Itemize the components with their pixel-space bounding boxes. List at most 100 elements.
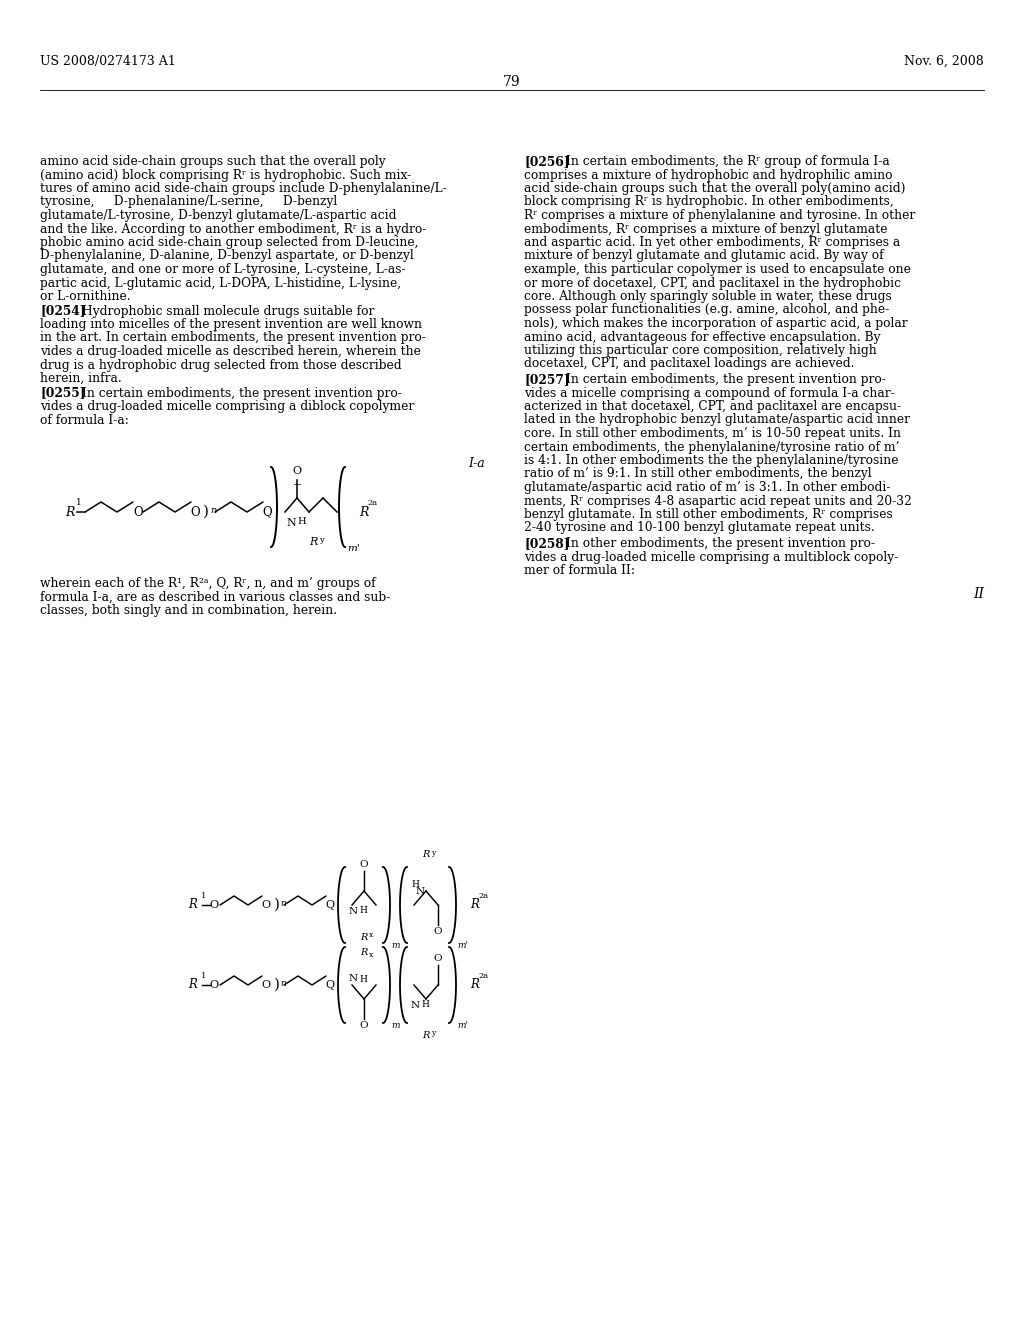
- Text: Q: Q: [326, 979, 335, 990]
- Text: N: N: [348, 907, 357, 916]
- Text: N: N: [348, 974, 357, 983]
- Text: Rʳ comprises a mixture of phenylalanine and tyrosine. In other: Rʳ comprises a mixture of phenylalanine …: [524, 209, 915, 222]
- Text: m': m': [457, 941, 468, 950]
- Text: amino acid, advantageous for effective encapsulation. By: amino acid, advantageous for effective e…: [524, 330, 881, 343]
- Text: R: R: [188, 899, 197, 912]
- Text: O: O: [359, 861, 369, 869]
- Text: 2-40 tyrosine and 10-100 benzyl glutamate repeat units.: 2-40 tyrosine and 10-100 benzyl glutamat…: [524, 521, 874, 535]
- Text: [0254]: [0254]: [40, 305, 85, 318]
- Text: 2a: 2a: [367, 499, 377, 507]
- Text: m: m: [391, 941, 399, 950]
- Text: x: x: [369, 950, 374, 960]
- Text: loading into micelles of the present invention are well known: loading into micelles of the present inv…: [40, 318, 422, 331]
- Text: O: O: [190, 506, 200, 519]
- Text: [0257]: [0257]: [524, 374, 569, 385]
- Text: O: O: [210, 900, 218, 909]
- Text: N: N: [411, 1001, 420, 1010]
- Text: O: O: [261, 900, 270, 909]
- Text: y: y: [431, 1030, 435, 1038]
- Text: [0255]: [0255]: [40, 387, 85, 400]
- Text: H: H: [411, 880, 419, 888]
- Text: vides a drug-loaded micelle as described herein, wherein the: vides a drug-loaded micelle as described…: [40, 345, 421, 358]
- Text: In certain embodiments, the present invention pro-: In certain embodiments, the present inve…: [566, 374, 886, 385]
- Text: m': m': [347, 544, 359, 553]
- Text: H: H: [359, 975, 367, 983]
- Text: (amino acid) block comprising Rʳ is hydrophobic. Such mix-: (amino acid) block comprising Rʳ is hydr…: [40, 169, 412, 181]
- Text: acid side-chain groups such that the overall poly(amino acid): acid side-chain groups such that the ove…: [524, 182, 905, 195]
- Text: embodiments, Rʳ comprises a mixture of benzyl glutamate: embodiments, Rʳ comprises a mixture of b…: [524, 223, 888, 235]
- Text: tyrosine,     D-phenalanine/L-serine,     D-benzyl: tyrosine, D-phenalanine/L-serine, D-benz…: [40, 195, 337, 209]
- Text: glutamate/aspartic acid ratio of m’ is 3:1. In other embodi-: glutamate/aspartic acid ratio of m’ is 3…: [524, 480, 891, 494]
- Text: mixture of benzyl glutamate and glutamic acid. By way of: mixture of benzyl glutamate and glutamic…: [524, 249, 884, 263]
- Text: H: H: [421, 1001, 429, 1008]
- Text: In certain embodiments, the present invention pro-: In certain embodiments, the present inve…: [82, 387, 401, 400]
- Text: In other embodiments, the present invention pro-: In other embodiments, the present invent…: [566, 537, 874, 550]
- Text: Q: Q: [262, 506, 271, 519]
- Text: 1: 1: [201, 892, 207, 900]
- Text: R: R: [422, 850, 430, 859]
- Text: benzyl glutamate. In still other embodiments, Rʳ comprises: benzyl glutamate. In still other embodim…: [524, 508, 893, 521]
- Text: O: O: [293, 466, 301, 477]
- Text: core. In still other embodiments, m’ is 10-50 repeat units. In: core. In still other embodiments, m’ is …: [524, 426, 901, 440]
- Text: is 4:1. In other embodiments the the phenylalanine/tyrosine: is 4:1. In other embodiments the the phe…: [524, 454, 898, 467]
- Text: N: N: [286, 517, 296, 528]
- Text: m': m': [457, 1020, 468, 1030]
- Text: 79: 79: [503, 75, 521, 88]
- Text: of formula I-a:: of formula I-a:: [40, 413, 129, 426]
- Text: R: R: [66, 506, 75, 519]
- Text: O: O: [359, 1020, 369, 1030]
- Text: and the like. According to another embodiment, Rʳ is a hydro-: and the like. According to another embod…: [40, 223, 426, 235]
- Text: utilizing this particular core composition, relatively high: utilizing this particular core compositi…: [524, 345, 877, 356]
- Text: glutamate, and one or more of L-tyrosine, L-cysteine, L-as-: glutamate, and one or more of L-tyrosine…: [40, 263, 406, 276]
- Text: mer of formula II:: mer of formula II:: [524, 564, 635, 577]
- Text: m: m: [391, 1020, 399, 1030]
- Text: R: R: [470, 899, 479, 912]
- Text: in the art. In certain embodiments, the present invention pro-: in the art. In certain embodiments, the …: [40, 331, 426, 345]
- Text: 2a: 2a: [478, 892, 488, 900]
- Text: R: R: [360, 933, 368, 942]
- Text: vides a drug-loaded micelle comprising a multiblock copoly-: vides a drug-loaded micelle comprising a…: [524, 550, 898, 564]
- Text: I-a: I-a: [468, 457, 485, 470]
- Text: US 2008/0274173 A1: US 2008/0274173 A1: [40, 55, 176, 69]
- Text: D-phenylalanine, D-alanine, D-benzyl aspartate, or D-benzyl: D-phenylalanine, D-alanine, D-benzyl asp…: [40, 249, 414, 263]
- Text: partic acid, L-glutamic acid, L-DOPA, L-histidine, L-lysine,: partic acid, L-glutamic acid, L-DOPA, L-…: [40, 276, 401, 289]
- Text: y: y: [319, 536, 324, 544]
- Text: Nov. 6, 2008: Nov. 6, 2008: [904, 55, 984, 69]
- Text: [0256]: [0256]: [524, 154, 569, 168]
- Text: phobic amino acid side-chain group selected from D-leucine,: phobic amino acid side-chain group selec…: [40, 236, 419, 249]
- Text: 2a: 2a: [478, 972, 488, 979]
- Text: comprises a mixture of hydrophobic and hydrophilic amino: comprises a mixture of hydrophobic and h…: [524, 169, 893, 181]
- Text: herein, infra.: herein, infra.: [40, 372, 122, 385]
- Text: vides a micelle comprising a compound of formula I-a char-: vides a micelle comprising a compound of…: [524, 387, 895, 400]
- Text: tures of amino acid side-chain groups include D-phenylalanine/L-: tures of amino acid side-chain groups in…: [40, 182, 446, 195]
- Text: or more of docetaxel, CPT, and paclitaxel in the hydrophobic: or more of docetaxel, CPT, and paclitaxe…: [524, 276, 901, 289]
- Text: R: R: [309, 537, 317, 546]
- Text: [0258]: [0258]: [524, 537, 569, 550]
- Text: R: R: [470, 978, 479, 991]
- Text: R: R: [188, 978, 197, 991]
- Text: II: II: [973, 587, 984, 602]
- Text: R: R: [422, 1031, 430, 1040]
- Text: H: H: [359, 906, 367, 915]
- Text: and aspartic acid. In yet other embodiments, Rʳ comprises a: and aspartic acid. In yet other embodime…: [524, 236, 900, 249]
- Text: acterized in that docetaxel, CPT, and paclitaxel are encapsu-: acterized in that docetaxel, CPT, and pa…: [524, 400, 901, 413]
- Text: N: N: [416, 887, 425, 895]
- Text: Hydrophobic small molecule drugs suitable for: Hydrophobic small molecule drugs suitabl…: [82, 305, 375, 318]
- Text: ): ): [274, 978, 280, 993]
- Text: certain embodiments, the phenylalanine/tyrosine ratio of m’: certain embodiments, the phenylalanine/t…: [524, 441, 899, 454]
- Text: H: H: [297, 517, 305, 525]
- Text: lated in the hydrophobic benzyl glutamate/aspartic acid inner: lated in the hydrophobic benzyl glutamat…: [524, 413, 910, 426]
- Text: ments, Rʳ comprises 4-8 asapartic acid repeat units and 20-32: ments, Rʳ comprises 4-8 asapartic acid r…: [524, 495, 912, 507]
- Text: formula I-a, are as described in various classes and sub-: formula I-a, are as described in various…: [40, 590, 390, 603]
- Text: block comprising Rʳ is hydrophobic. In other embodiments,: block comprising Rʳ is hydrophobic. In o…: [524, 195, 894, 209]
- Text: n: n: [210, 506, 216, 515]
- Text: O: O: [434, 927, 442, 936]
- Text: In certain embodiments, the Rʳ group of formula I-a: In certain embodiments, the Rʳ group of …: [566, 154, 890, 168]
- Text: ): ): [274, 898, 280, 912]
- Text: or L-ornithine.: or L-ornithine.: [40, 290, 131, 304]
- Text: docetaxel, CPT, and paclitaxel loadings are achieved.: docetaxel, CPT, and paclitaxel loadings …: [524, 358, 854, 371]
- Text: x: x: [369, 931, 374, 939]
- Text: possess polar functionalities (e.g. amine, alcohol, and phe-: possess polar functionalities (e.g. amin…: [524, 304, 889, 317]
- Text: core. Although only sparingly soluble in water, these drugs: core. Although only sparingly soluble in…: [524, 290, 892, 304]
- Text: drug is a hydrophobic drug selected from those described: drug is a hydrophobic drug selected from…: [40, 359, 401, 371]
